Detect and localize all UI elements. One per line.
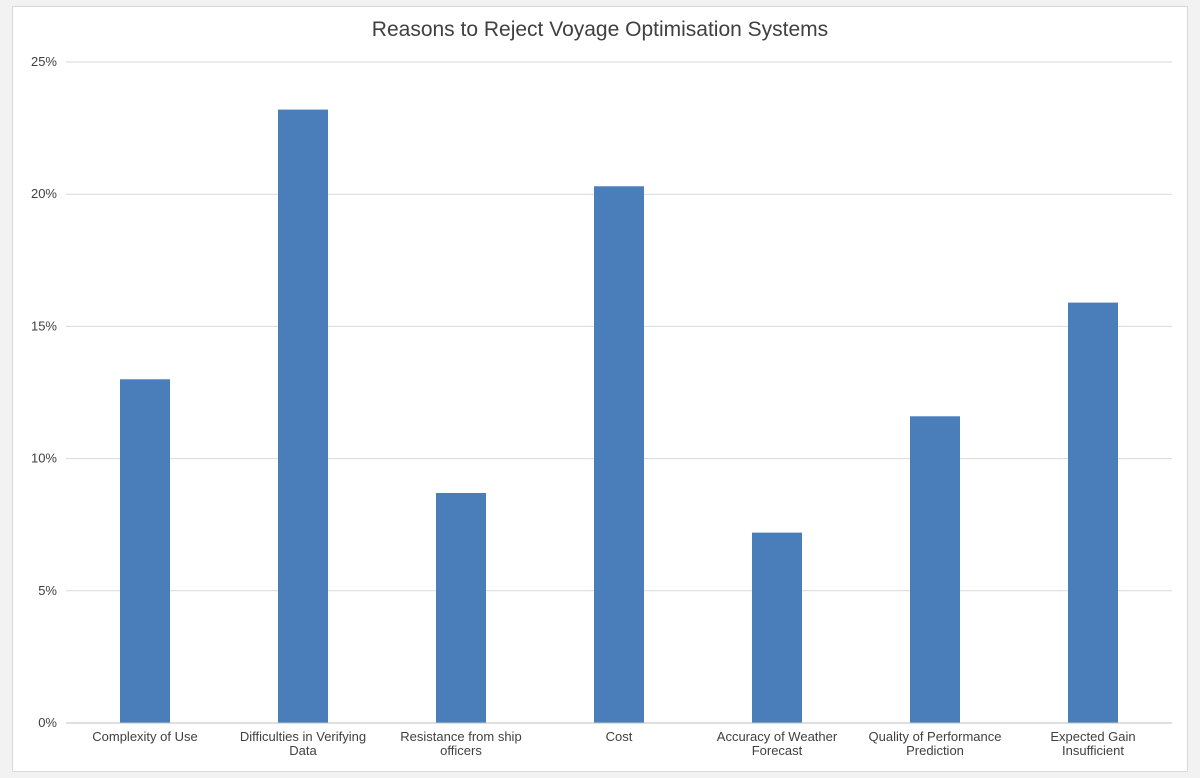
y-tick-label: 20%: [31, 186, 57, 201]
x-category-label-line: Complexity of Use: [92, 729, 197, 744]
x-category-label: Cost: [606, 729, 633, 744]
y-tick-label: 10%: [31, 451, 57, 466]
x-category-label: Difficulties in Verifying Data: [240, 729, 366, 758]
bar: [752, 532, 802, 723]
x-category-label: Quality of Performance Prediction: [869, 729, 1002, 758]
x-category-label-line: Expected Gain: [1050, 729, 1135, 744]
chart-title: Reasons to Reject Voyage Optimisation Sy…: [371, 18, 829, 41]
x-category-label-line: Accuracy of Weather: [717, 729, 838, 744]
x-category-label: Expected Gain Insufficient: [1050, 729, 1135, 758]
bar: [1068, 302, 1118, 723]
x-category-label-line: Difficulties in Verifying: [240, 729, 366, 744]
y-tick-label: 5%: [38, 583, 57, 598]
x-category-label-line: Insufficient: [1062, 743, 1124, 758]
x-category-label-line: Forecast: [752, 743, 803, 758]
x-category-label-line: Quality of Performance: [869, 729, 1002, 744]
y-tick-label: 15%: [31, 318, 57, 333]
x-category-label: Complexity of Use: [92, 729, 197, 744]
y-tick-label: 0%: [38, 715, 57, 730]
x-category-label-line: Cost: [606, 729, 633, 744]
x-category-label-line: Prediction: [906, 743, 964, 758]
x-category-label-line: Resistance from ship: [400, 729, 521, 744]
x-category-label: Accuracy of Weather Forecast: [717, 729, 838, 758]
bar: [120, 379, 170, 723]
bar: [278, 109, 328, 724]
x-category-label: Resistance from ship officers: [400, 729, 521, 758]
bar: [910, 416, 960, 723]
bar: [594, 186, 644, 723]
x-category-label-line: Data: [289, 743, 317, 758]
x-category-label-line: officers: [440, 743, 482, 758]
y-tick-label: 25%: [31, 54, 57, 69]
bar: [436, 492, 486, 723]
